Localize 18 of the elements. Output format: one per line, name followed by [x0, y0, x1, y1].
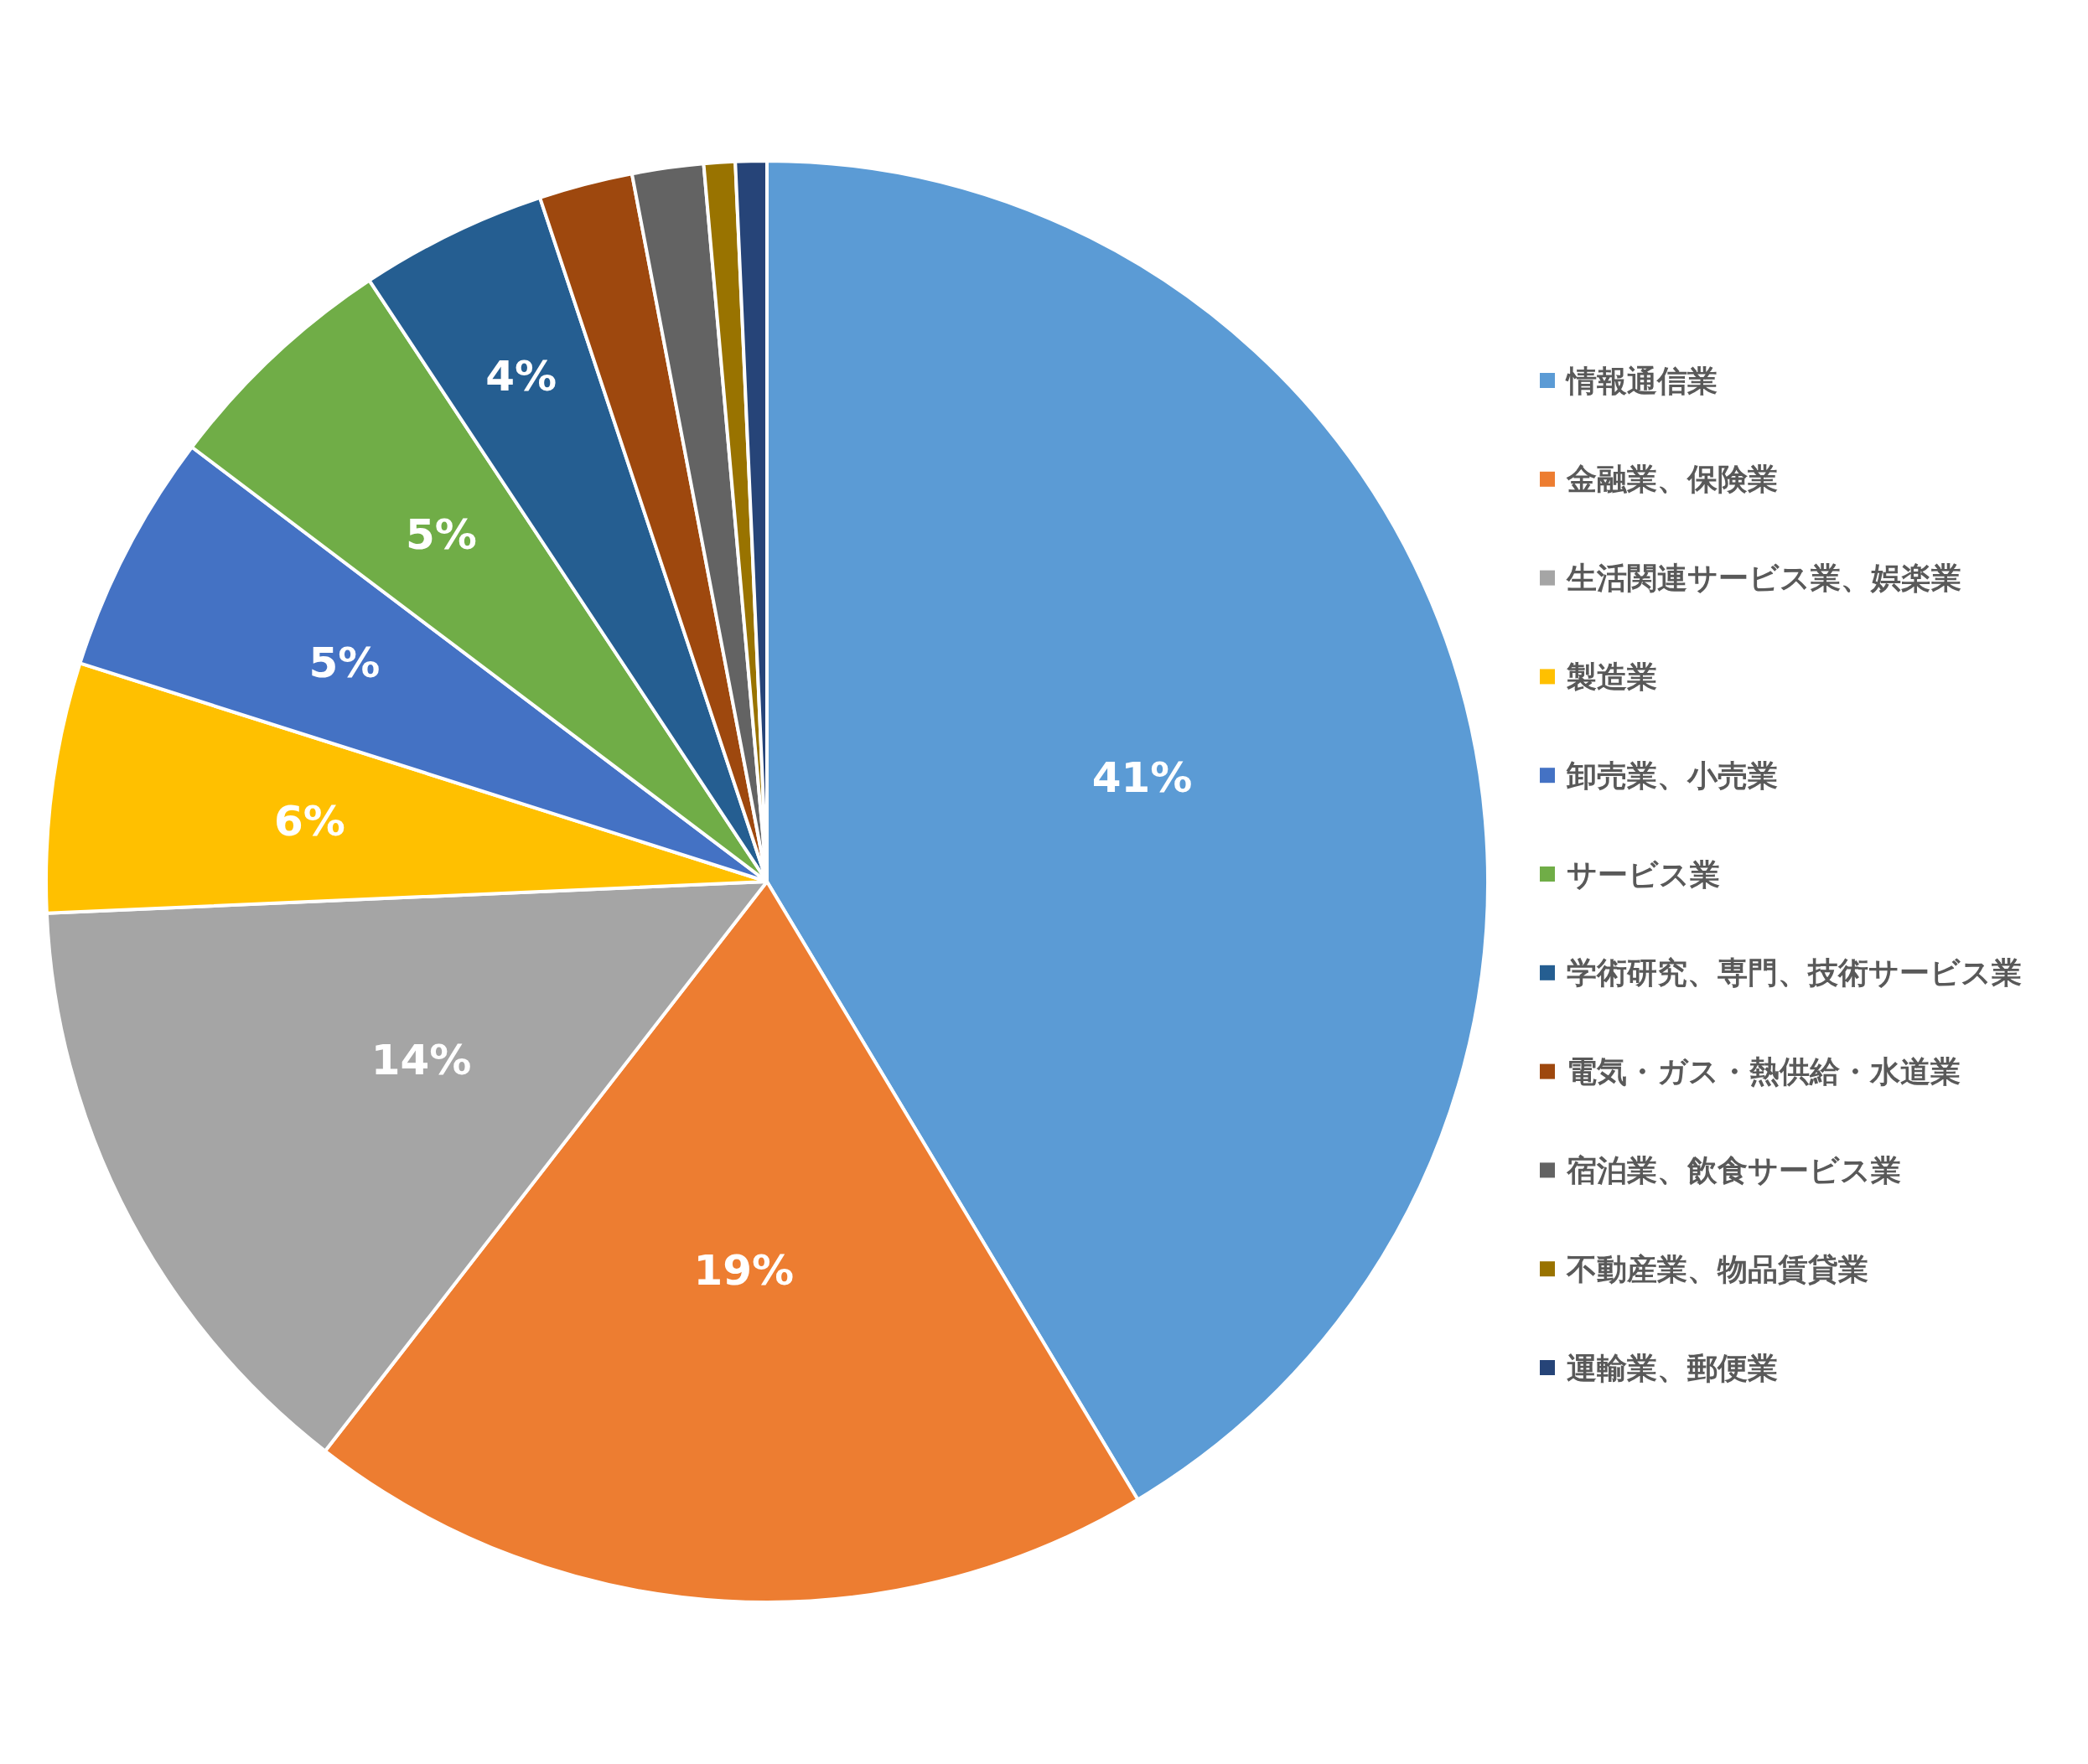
legend-label: 電気・ガス・熱供給・水道業 [1567, 1054, 1961, 1089]
data-label: 4% [485, 351, 557, 401]
legend-label: 宿泊業、飲食サービス業 [1566, 1152, 1901, 1187]
data-label: 5% [308, 639, 381, 688]
data-label: 5% [406, 510, 477, 560]
data-label: 6% [273, 796, 345, 846]
legend-label: 学術研究、専門、技術サービス業 [1567, 955, 2022, 991]
legend-label: 不動産業、物品賃貸業 [1566, 1251, 1868, 1286]
legend-label: 運輸業、郵便業 [1567, 1350, 1778, 1385]
data-label: 19% [693, 1245, 795, 1295]
legend-label: 金融業、保険業 [1566, 462, 1778, 497]
legend-label: 製造業 [1566, 659, 1657, 694]
legend-label: 卸売業、小売業 [1566, 758, 1778, 793]
legend-label: 情報通信業 [1565, 363, 1718, 398]
legend-label: 生活関連サービス業、娯楽業 [1566, 561, 1961, 596]
data-label: 41% [1091, 753, 1193, 803]
data-label: 14% [370, 1036, 472, 1085]
legend-label: サービス業 [1567, 856, 1720, 892]
